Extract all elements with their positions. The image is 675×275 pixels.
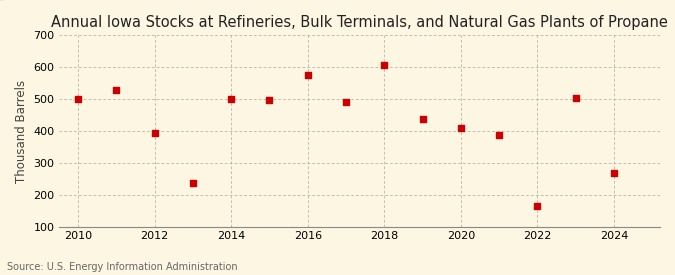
Point bbox=[456, 126, 466, 131]
Point bbox=[379, 62, 389, 67]
Title: Annual Iowa Stocks at Refineries, Bulk Terminals, and Natural Gas Plants of Prop: Annual Iowa Stocks at Refineries, Bulk T… bbox=[51, 15, 668, 30]
Point bbox=[417, 117, 428, 121]
Point bbox=[73, 97, 84, 101]
Point bbox=[149, 130, 160, 135]
Point bbox=[111, 88, 122, 93]
Point bbox=[188, 181, 198, 185]
Y-axis label: Thousand Barrels: Thousand Barrels bbox=[15, 79, 28, 183]
Point bbox=[532, 204, 543, 208]
Point bbox=[494, 133, 505, 137]
Point bbox=[341, 100, 352, 104]
Point bbox=[264, 98, 275, 102]
Text: Source: U.S. Energy Information Administration: Source: U.S. Energy Information Administ… bbox=[7, 262, 238, 272]
Point bbox=[570, 96, 581, 100]
Point bbox=[302, 72, 313, 77]
Point bbox=[609, 171, 620, 175]
Point bbox=[225, 97, 236, 101]
